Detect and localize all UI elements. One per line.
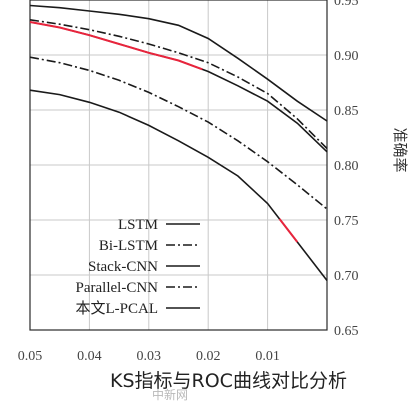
legend-label: Parallel-CNN: [76, 280, 159, 296]
y-tick-label: 0.90: [334, 49, 359, 64]
y-axis-label: 准确率: [391, 127, 409, 172]
series-line: [29, 4, 328, 122]
series-lines: [29, 4, 328, 281]
plot-frame: [29, 0, 328, 331]
legend-label: Bi-LSTM: [99, 238, 158, 254]
y-tick-label: 0.70: [334, 269, 359, 284]
y-tick-label: 0.95: [334, 0, 359, 9]
series-line: [29, 56, 328, 210]
series-line: [29, 21, 328, 153]
watermark-text: 中新网: [152, 388, 189, 402]
x-tick-label: 0.02: [196, 349, 221, 364]
y-tick-label: 0.80: [334, 159, 359, 174]
axis-ticks: 0.05 0.04 0.03 0.02 0.01 0.95 0.90 0.85 0.80 0.75…: [18, 0, 359, 364]
series-highlight: [29, 21, 203, 71]
legend: LSTM Bi-LSTM Stack-CNN Parallel-CNN 本文L-PCAL: [75, 217, 200, 317]
x-tick-label: 0.04: [77, 349, 102, 364]
series-highlight: [278, 218, 299, 243]
y-tick-label: 0.65: [334, 324, 359, 339]
x-tick-label: 0.01: [255, 349, 280, 364]
y-tick-label: 0.75: [334, 214, 359, 229]
figure-caption: KS指标与ROC曲线对比分析: [110, 370, 347, 392]
series-line: [29, 89, 328, 281]
legend-label: 本文L-PCAL: [75, 300, 158, 317]
legend-label: LSTM: [118, 217, 158, 233]
x-tick-label: 0.03: [137, 349, 162, 364]
y-tick-label: 0.85: [334, 104, 359, 119]
legend-label: Stack-CNN: [88, 259, 158, 275]
x-tick-label: 0.05: [18, 349, 43, 364]
series-line: [29, 19, 328, 150]
